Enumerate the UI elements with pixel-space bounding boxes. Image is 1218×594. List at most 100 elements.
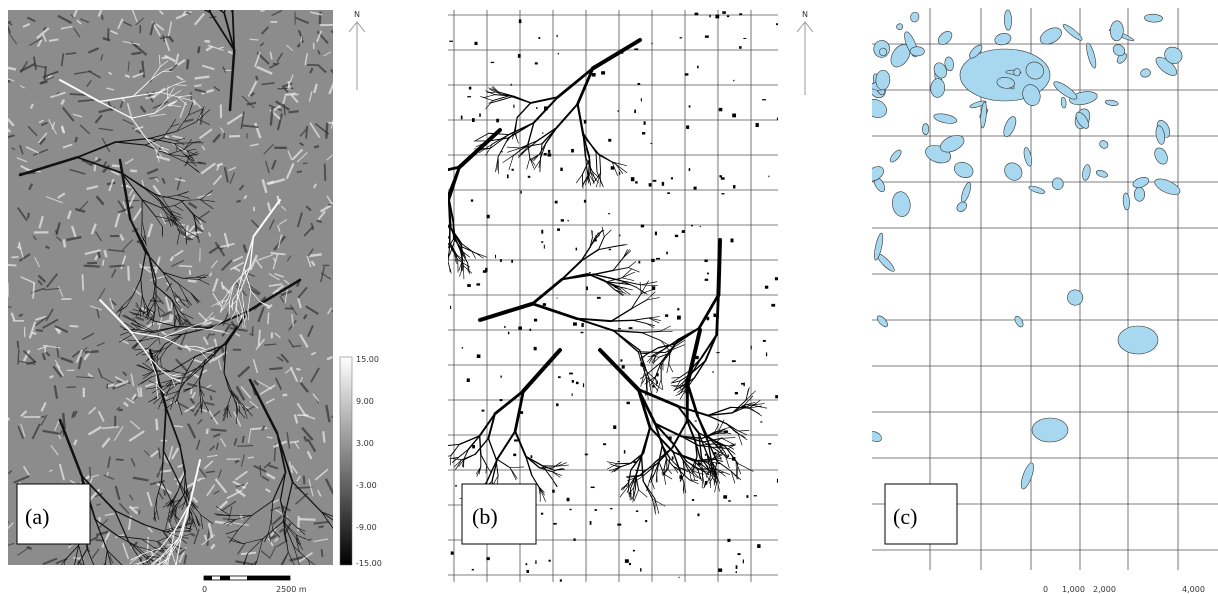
channel (399, 252, 404, 266)
channel (123, 566, 139, 573)
channel (687, 461, 699, 468)
speck (666, 252, 668, 255)
speck (519, 19, 522, 23)
relief (283, 395, 288, 396)
speck (700, 226, 701, 227)
speck (469, 87, 471, 90)
relief (194, 85, 201, 86)
speck (618, 328, 621, 329)
speck (756, 123, 759, 127)
speck (697, 463, 700, 466)
channel (642, 331, 661, 332)
relief (256, 76, 257, 80)
speck (511, 260, 513, 263)
speck (560, 579, 562, 581)
channel (523, 350, 560, 391)
channel (103, 587, 108, 594)
channel (411, 287, 414, 307)
speck (584, 120, 587, 124)
relief (98, 252, 99, 258)
channel (622, 269, 631, 278)
channel (389, 266, 399, 272)
speck (777, 118, 780, 121)
speck (629, 327, 633, 329)
speck (472, 118, 475, 122)
speck (544, 245, 545, 249)
channel (486, 465, 487, 473)
channel (710, 478, 711, 488)
speck (569, 509, 571, 510)
channel (355, 170, 367, 179)
speck (653, 180, 657, 182)
speck (451, 551, 454, 554)
channel (109, 582, 113, 593)
channel (356, 195, 367, 198)
speck (709, 15, 710, 18)
relief (211, 429, 226, 430)
speck (558, 53, 559, 54)
speck (635, 181, 637, 183)
relief (128, 266, 129, 281)
speck (652, 286, 655, 290)
relief (224, 133, 225, 139)
speck (583, 383, 584, 387)
channel (401, 287, 412, 303)
relief (179, 266, 193, 267)
channel (108, 570, 112, 584)
speck (462, 347, 463, 348)
speck (665, 314, 668, 317)
channel (443, 248, 445, 256)
channel (529, 144, 543, 146)
speck (476, 283, 480, 285)
speck (723, 495, 727, 498)
channel (80, 564, 84, 577)
speck (592, 73, 596, 77)
relief (243, 436, 244, 443)
channel (152, 576, 153, 589)
speck (590, 521, 592, 525)
landslide (1085, 42, 1098, 69)
channel (152, 577, 158, 587)
channel (650, 377, 656, 387)
channel (92, 583, 96, 592)
channel (402, 194, 406, 211)
speck (680, 37, 682, 38)
channel (435, 247, 436, 255)
speck (739, 46, 741, 49)
channel (297, 571, 311, 580)
channel (139, 573, 152, 577)
relief (107, 384, 108, 389)
speck (691, 225, 693, 227)
relief (141, 387, 142, 397)
speck (685, 73, 689, 75)
speck (467, 284, 471, 287)
relief (314, 146, 319, 148)
landslide (1081, 164, 1091, 181)
channel (376, 217, 384, 220)
channel (83, 585, 94, 594)
speck (518, 327, 522, 330)
channel (475, 438, 488, 454)
legend-label: 3.00 (356, 439, 374, 448)
landslide (1152, 146, 1170, 166)
channel (55, 576, 63, 586)
landslide (888, 148, 903, 164)
channel (54, 580, 61, 587)
speck (472, 445, 475, 448)
channel (440, 269, 441, 278)
channel (406, 252, 423, 255)
channel (631, 300, 646, 309)
speck (518, 54, 521, 58)
channel (438, 256, 441, 269)
speck (521, 191, 522, 194)
channel (395, 281, 407, 290)
channel (442, 238, 443, 248)
speck (724, 430, 728, 432)
speck (529, 329, 531, 331)
landslide (1013, 315, 1025, 329)
speck (555, 201, 558, 204)
channel (367, 178, 382, 189)
speck (482, 410, 485, 412)
channel (611, 320, 633, 321)
ridge (144, 573, 155, 583)
